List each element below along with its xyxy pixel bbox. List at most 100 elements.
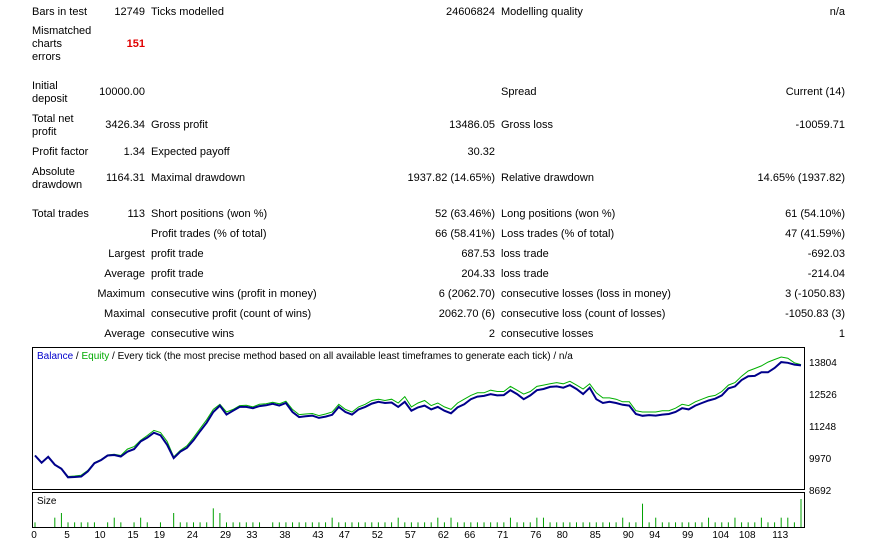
payoff-label: Expected payoff [151,146,230,158]
maxdd-label: Maximal drawdown [151,172,246,184]
payoff-value: 30.32 [467,146,495,158]
xtick-12: 57 [404,530,416,541]
ticks-label: Ticks modelled [151,6,224,18]
quality-label: Modelling quality [501,6,583,18]
size-plot [34,499,802,527]
mismatch-label-3: errors [32,51,61,63]
equity-line [34,356,802,478]
xtick-0: 0 [31,530,37,541]
ytick-3: 9970 [809,454,832,465]
max-losses-value: 3 (-1050.83) [785,288,845,300]
balance-chart: Balance / Equity / Every tick (the most … [32,347,805,490]
avg-wins-value: 2 [488,328,495,340]
absdd-label-2: drawdown [32,179,83,191]
maximal-profit-label: consecutive profit (count of wins) [151,308,312,320]
average-loss-label: loss trade [501,268,549,280]
max-wins-label: consecutive wins (profit in money) [151,288,317,300]
xtick-24: 113 [772,530,789,541]
short-label: Short positions (won %) [151,208,268,220]
average-profit-label: profit trade [151,268,204,280]
xtick-19: 90 [622,530,634,541]
xtick-22: 104 [712,530,730,541]
ptrades-value: 66 (58.41%) [435,228,495,240]
ytick-1: 12526 [809,390,837,401]
xtick-13: 62 [437,530,449,541]
bars-value: 12749 [114,6,145,18]
trades-value: 113 [127,208,145,220]
short-value: 52 (63.46%) [435,208,495,220]
absdd-label-1: Absolute [32,166,75,178]
xtick-23: 108 [738,530,756,541]
average-label: Average [104,268,145,280]
xtick-14: 66 [464,530,476,541]
grossloss-label: Gross loss [501,119,553,131]
xtick-2: 10 [94,530,106,541]
grossloss-value: -10059.71 [795,119,845,131]
max-losses-label: consecutive losses (loss in money) [501,288,671,300]
spread-value: Current (14) [785,86,845,98]
xtick-8: 38 [279,530,291,541]
long-label: Long positions (won %) [501,208,616,220]
mismatch-label-2: charts [32,38,62,50]
netprofit-value: 3426.34 [105,119,145,131]
avg-wins-label: consecutive wins [151,328,235,340]
deposit-label-1: Initial [32,80,58,92]
xtick-16: 76 [530,530,542,541]
average-profit-value: 204.33 [461,268,495,280]
deposit-value: 10000.00 [99,86,145,98]
ytick-2: 11248 [809,422,837,433]
maximal-profit-value: 2062.70 (6) [438,308,495,320]
ticks-value: 24606824 [446,6,495,18]
ltrades-value: 47 (41.59%) [785,228,845,240]
xtick-11: 52 [371,530,383,541]
avg-losses-label: consecutive losses [501,328,594,340]
spread-label: Spread [501,86,537,98]
chart-legend: Balance / Equity / Every tick (the most … [37,351,573,362]
maxdd-value: 1937.82 (14.65%) [407,172,495,184]
xtick-21: 99 [682,530,694,541]
ltrades-label: Loss trades (% of total) [501,228,615,240]
max-wins-value: 6 (2062.70) [438,288,495,300]
xtick-20: 94 [649,530,661,541]
average-loss-value: -214.04 [807,268,845,280]
xtick-4: 19 [153,530,166,541]
xtick-1: 5 [64,530,70,541]
xtick-5: 24 [186,530,199,541]
grossprofit-label: Gross profit [151,119,208,131]
xtick-18: 85 [589,530,601,541]
balance-line [34,361,802,479]
grossprofit-value: 13486.05 [449,119,495,131]
long-value: 61 (54.10%) [785,208,845,220]
legend-rest: / Every tick (the most precise method ba… [109,351,573,362]
legend-sep: / [73,351,82,362]
xtick-17: 80 [556,530,568,541]
netprofit-label-1: Total net [32,113,74,125]
pf-value: 1.34 [123,146,145,158]
average2-label: Average [104,328,145,340]
deposit-label-2: deposit [32,93,68,105]
maximal-loss-value: -1050.83 (3) [785,308,845,320]
maximal-loss-label: consecutive loss (count of losses) [501,308,666,320]
maximal-label: Maximal [104,308,145,320]
xtick-9: 43 [312,530,324,541]
maximum-label: Maximum [97,288,145,300]
trades-label: Total trades [32,208,89,220]
mismatch-value: 151 [126,38,145,50]
size-label: Size [37,496,57,507]
largest-loss-value: -692.03 [807,248,845,260]
xtick-6: 29 [219,530,232,541]
chart-plot [34,356,802,479]
largest-profit-value: 687.53 [461,248,495,260]
xtick-15: 71 [497,530,509,541]
pf-label: Profit factor [32,146,89,158]
xtick-7: 33 [246,530,258,541]
netprofit-label-2: profit [32,126,57,138]
reldd-value: 14.65% (1937.82) [757,172,845,184]
absdd-value: 1164.31 [106,172,145,184]
largest-profit-label: profit trade [151,248,204,260]
largest-label: Largest [108,248,145,260]
largest-loss-label: loss trade [501,248,549,260]
mismatch-label-1: Mismatched [32,25,92,37]
ptrades-label: Profit trades (% of total) [151,228,267,240]
quality-value: n/a [829,6,845,18]
